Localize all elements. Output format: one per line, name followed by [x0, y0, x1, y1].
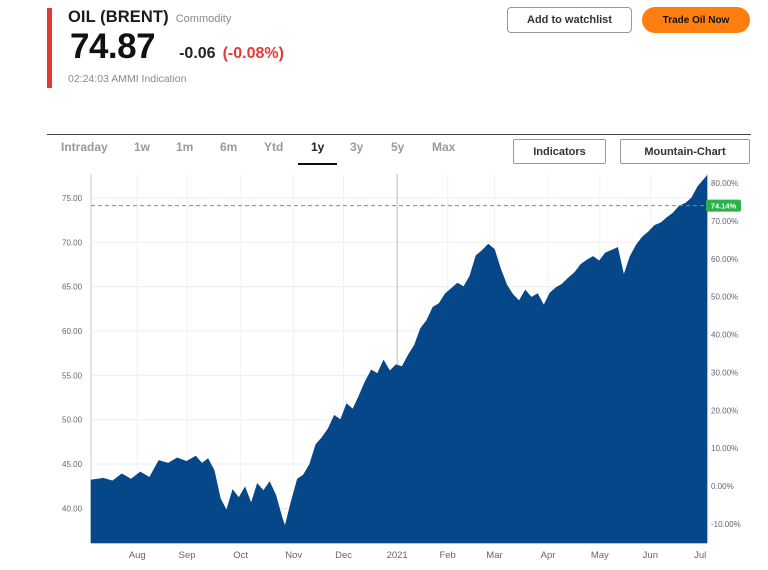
accent-bar	[47, 8, 52, 88]
x-tick-label: Mar	[486, 550, 502, 561]
x-tick-label: 2021	[387, 550, 408, 561]
instrument-category: Commodity	[175, 13, 232, 25]
tab-6m[interactable]: 6m	[220, 140, 238, 154]
price-change-percent: (-0.08%)	[222, 45, 284, 62]
current-price: 74.87	[70, 27, 156, 66]
y-tick-label: 60.00	[62, 327, 83, 336]
y-right-tick-label: 40.00%	[711, 331, 738, 340]
x-tick-label: Aug	[129, 550, 146, 561]
x-tick-label: Jul	[694, 550, 706, 561]
x-tick-label: Nov	[285, 550, 302, 561]
toolbar-divider	[47, 134, 751, 135]
add-to-watchlist-button[interactable]: Add to watchlist	[507, 7, 632, 33]
x-tick-label: Sep	[179, 550, 196, 561]
instrument-title-row: OIL (BRENT) Commodity	[68, 8, 231, 27]
y-tick-label: 50.00	[62, 416, 83, 425]
y-right-tick-label: 50.00%	[711, 293, 738, 302]
y-right-tick-label: 20.00%	[711, 406, 738, 415]
x-tick-label: Oct	[233, 550, 248, 561]
y-right-tick-label: 10.00%	[711, 444, 738, 453]
price-change: -0.06	[179, 45, 216, 62]
price-timestamp: 02:24:03 AMMI Indication	[68, 73, 187, 85]
y-tick-label: 70.00	[62, 238, 83, 247]
y-right-tick-label: 70.00%	[711, 217, 738, 226]
reference-badge	[706, 199, 741, 212]
y-right-tick-label: -10.00%	[711, 520, 741, 529]
trade-oil-now-button[interactable]: Trade Oil Now	[642, 7, 750, 33]
tab-5y[interactable]: 5y	[391, 140, 405, 154]
reference-badge-label: 74.14%	[711, 202, 737, 211]
y-tick-label: 75.00	[62, 194, 83, 203]
price-row: 74.87 -0.06 (-0.08%)	[70, 27, 284, 67]
x-tick-label: Apr	[541, 550, 556, 561]
y-tick-label: 55.00	[62, 371, 83, 380]
active-tab-indicator	[298, 163, 337, 165]
tab-1w[interactable]: 1w	[134, 140, 151, 154]
x-tick-label: Dec	[335, 550, 352, 561]
tab-ytd[interactable]: Ytd	[264, 140, 284, 154]
y-right-tick-label: 30.00%	[711, 368, 738, 377]
price-area-series	[90, 174, 708, 544]
instrument-name: OIL (BRENT)	[68, 8, 169, 26]
chart-type-button[interactable]: Mountain-Chart	[620, 139, 750, 164]
y-right-tick-label: 80.00%	[711, 179, 738, 188]
indicators-button[interactable]: Indicators	[513, 139, 606, 164]
tab-max[interactable]: Max	[432, 140, 456, 154]
tab-1y[interactable]: 1y	[311, 140, 325, 154]
x-tick-label: May	[591, 550, 609, 561]
y-right-tick-label: 60.00%	[711, 255, 738, 264]
tab-3y[interactable]: 3y	[350, 140, 364, 154]
y-tick-label: 45.00	[62, 460, 83, 469]
y-right-tick-label: 0.00%	[711, 482, 734, 491]
y-tick-label: 40.00	[62, 504, 83, 513]
x-tick-label: Jun	[643, 550, 658, 561]
y-tick-label: 65.00	[62, 283, 83, 292]
x-tick-label: Feb	[439, 550, 455, 561]
tab-intraday[interactable]: Intraday	[61, 140, 108, 154]
tab-1m[interactable]: 1m	[176, 140, 194, 154]
